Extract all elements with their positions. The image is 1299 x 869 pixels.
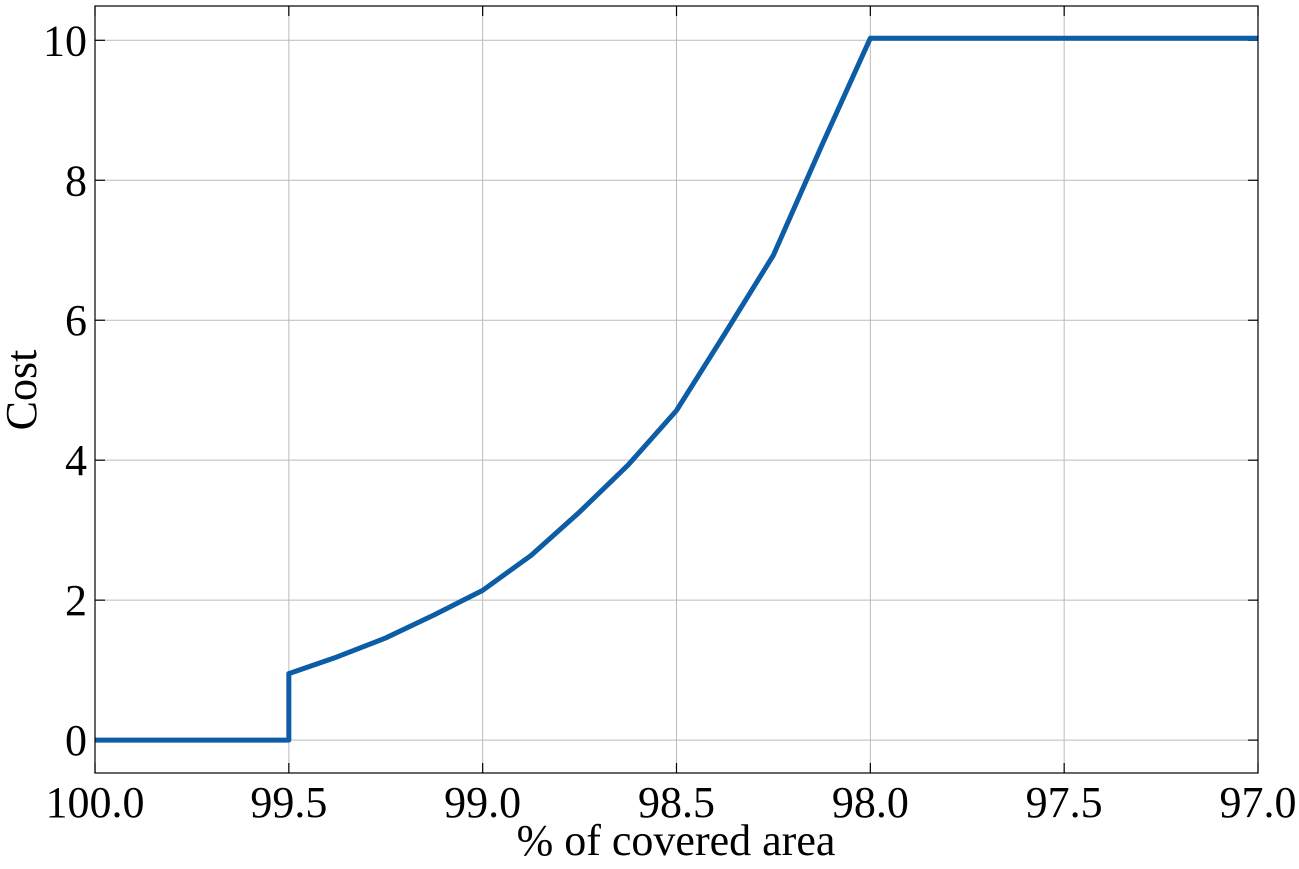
x-tick-label: 99.0 bbox=[444, 778, 521, 827]
x-axis-label: % of covered area bbox=[517, 816, 836, 865]
x-tick-label: 97.5 bbox=[1026, 778, 1103, 827]
y-axis-label: Cost bbox=[0, 350, 46, 431]
data-line bbox=[95, 35, 1258, 743]
y-tick-label: 10 bbox=[43, 16, 87, 65]
x-tick-label: 100.0 bbox=[46, 778, 145, 827]
x-tick-label: 97.0 bbox=[1220, 778, 1297, 827]
y-tick-label: 4 bbox=[65, 436, 87, 485]
y-tick-label: 8 bbox=[65, 156, 87, 205]
x-tick-label: 98.5 bbox=[638, 778, 715, 827]
y-tick-label: 6 bbox=[65, 296, 87, 345]
plot-frame bbox=[94, 5, 1259, 774]
x-tick-label: 98.0 bbox=[832, 778, 909, 827]
x-tick-label: 99.5 bbox=[250, 778, 327, 827]
y-tick-label: 2 bbox=[65, 576, 87, 625]
y-tick-label: 0 bbox=[65, 716, 87, 765]
